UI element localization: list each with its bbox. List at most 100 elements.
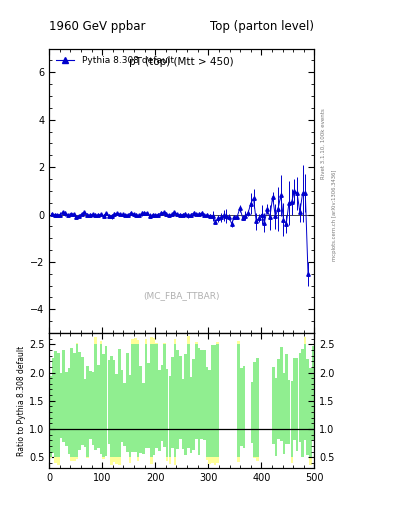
Bar — [113, 360, 116, 462]
Bar — [60, 373, 62, 438]
Bar — [237, 341, 240, 345]
Text: Top (parton level): Top (parton level) — [210, 20, 314, 33]
Bar — [86, 457, 89, 458]
Bar — [134, 338, 137, 345]
Bar — [285, 354, 288, 444]
Bar — [198, 348, 200, 455]
Bar — [73, 457, 75, 461]
Bar — [121, 370, 123, 441]
Bar — [116, 457, 118, 464]
Bar — [78, 352, 81, 450]
Bar — [256, 358, 259, 461]
Bar — [97, 365, 99, 449]
Bar — [129, 457, 131, 463]
Bar — [137, 340, 139, 461]
Bar — [158, 370, 160, 452]
Bar — [150, 337, 152, 345]
Bar — [155, 343, 158, 448]
Bar — [293, 358, 296, 440]
Bar — [275, 378, 277, 456]
Bar — [169, 376, 171, 464]
Bar — [206, 367, 208, 460]
Legend: Pythia 8.308 default: Pythia 8.308 default — [53, 53, 176, 68]
Bar — [208, 370, 211, 464]
Bar — [76, 343, 78, 345]
Bar — [299, 353, 301, 442]
Bar — [137, 340, 139, 345]
Bar — [55, 457, 57, 463]
Bar — [237, 341, 240, 462]
Bar — [195, 342, 198, 439]
Bar — [152, 337, 155, 455]
Bar — [187, 336, 190, 447]
Bar — [256, 457, 259, 461]
Bar — [309, 457, 312, 465]
Bar — [126, 353, 129, 452]
Bar — [99, 341, 102, 345]
Bar — [253, 361, 256, 458]
Bar — [237, 457, 240, 462]
Bar — [142, 383, 145, 455]
Bar — [280, 347, 283, 441]
Bar — [118, 457, 121, 464]
Bar — [214, 457, 216, 465]
Bar — [155, 343, 158, 345]
Bar — [150, 337, 152, 464]
Bar — [116, 374, 118, 464]
Bar — [203, 350, 206, 440]
Bar — [182, 379, 184, 450]
Bar — [89, 371, 92, 439]
Bar — [251, 382, 253, 443]
Bar — [296, 358, 298, 452]
Bar — [174, 339, 176, 465]
Bar — [140, 366, 142, 454]
Bar — [216, 342, 219, 463]
Bar — [62, 350, 65, 442]
Bar — [65, 372, 68, 446]
Text: Rivet 3.1.10, 100k events: Rivet 3.1.10, 100k events — [320, 108, 325, 179]
Bar — [86, 366, 89, 458]
Bar — [163, 343, 166, 345]
Bar — [200, 350, 203, 439]
Bar — [145, 339, 147, 345]
Bar — [76, 457, 78, 459]
Bar — [55, 351, 57, 463]
Bar — [49, 376, 52, 458]
Bar — [166, 369, 169, 461]
Bar — [137, 457, 139, 461]
Bar — [52, 357, 54, 453]
Bar — [288, 380, 290, 444]
Bar — [208, 457, 211, 464]
Bar — [206, 457, 208, 460]
Bar — [214, 345, 216, 465]
Text: pT (top) (Mtt > 450): pT (top) (Mtt > 450) — [129, 57, 234, 67]
Text: 1960 GeV ppbar: 1960 GeV ppbar — [49, 20, 146, 33]
Bar — [211, 345, 213, 463]
Bar — [304, 337, 307, 440]
Bar — [187, 336, 190, 345]
Bar — [102, 354, 105, 459]
Y-axis label: Ratio to Pythia 8.308 default: Ratio to Pythia 8.308 default — [17, 346, 26, 456]
Bar — [174, 339, 176, 345]
Bar — [176, 350, 179, 449]
Bar — [76, 343, 78, 459]
Bar — [145, 339, 147, 449]
Bar — [304, 337, 307, 345]
Bar — [190, 377, 192, 453]
Bar — [68, 368, 70, 454]
Bar — [129, 375, 131, 463]
Bar — [102, 457, 105, 459]
Bar — [118, 349, 121, 464]
Bar — [184, 354, 187, 455]
Bar — [195, 342, 198, 345]
Bar — [84, 379, 86, 447]
Bar — [73, 353, 75, 461]
Bar — [110, 457, 113, 465]
Bar — [49, 457, 52, 458]
Text: mcplots.cern.ch [arXiv:1306.3436]: mcplots.cern.ch [arXiv:1306.3436] — [332, 169, 337, 261]
Bar — [70, 457, 73, 461]
Bar — [94, 337, 97, 450]
Bar — [113, 457, 116, 462]
Bar — [94, 337, 97, 345]
Bar — [307, 359, 309, 455]
